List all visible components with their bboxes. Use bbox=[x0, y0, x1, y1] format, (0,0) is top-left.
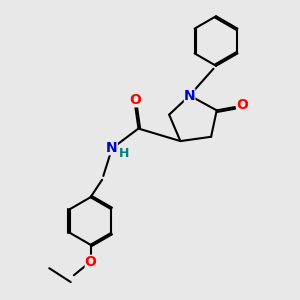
Text: N: N bbox=[106, 141, 118, 155]
Text: O: O bbox=[236, 98, 248, 112]
Text: O: O bbox=[129, 94, 141, 107]
Text: O: O bbox=[85, 255, 97, 268]
Text: H: H bbox=[118, 147, 129, 160]
Text: N: N bbox=[184, 88, 195, 103]
